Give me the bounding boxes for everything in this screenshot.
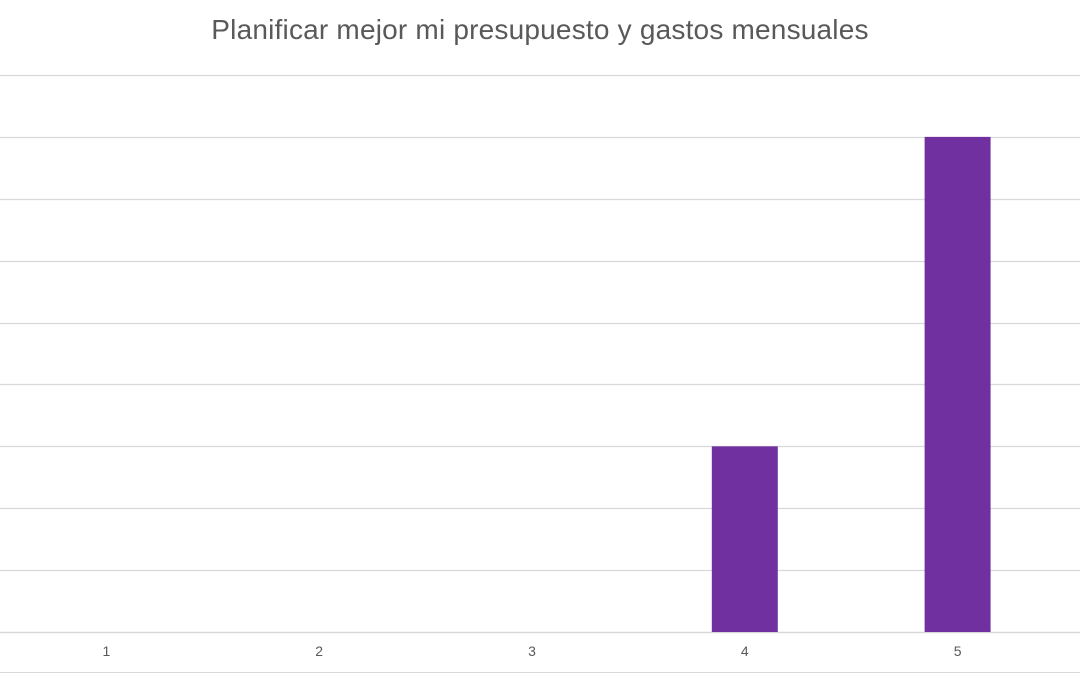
x-tick-label: 5 [954,643,962,659]
x-tick-label: 3 [528,643,536,659]
bar-5 [924,136,991,632]
bar-4 [711,446,778,632]
x-tick-label: 2 [315,643,323,659]
x-tick-label: 1 [103,643,111,659]
x-tick-label: 4 [741,643,749,659]
chart-title: Planificar mejor mi presupuesto y gastos… [211,14,869,45]
